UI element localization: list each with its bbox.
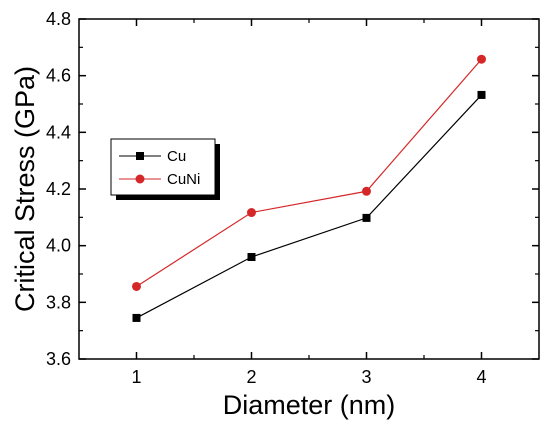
data-point-cu: [132, 313, 141, 322]
legend-marker-cu: [136, 152, 144, 160]
data-point-cuni: [362, 186, 371, 196]
legend: Cu CuNi: [110, 138, 220, 200]
x-tick-label: 1: [131, 367, 141, 387]
legend-item-cuni: CuNi: [119, 171, 200, 188]
x-tick-label: 4: [476, 367, 486, 387]
y-tick-label: 4.4: [46, 122, 71, 142]
y-tick-label: 3.8: [46, 292, 71, 312]
legend-item-cu: Cu: [119, 148, 186, 165]
y-tick-label: 4.0: [46, 236, 71, 256]
y-tick-label: 3.6: [46, 349, 71, 369]
series-lines: [136, 58, 482, 319]
y-axis-title: Critical Stress (GPa): [10, 66, 40, 312]
data-point-cuni: [247, 208, 256, 218]
y-tick-label: 4.8: [46, 9, 71, 29]
legend-marker-cuni: [135, 174, 145, 184]
data-point-cu: [477, 90, 486, 99]
legend-label-cu: Cu: [167, 148, 186, 165]
series-line-cuni: [136, 58, 482, 287]
axis-ticks: 1 2 3 4 3.6 3.8 4.0 4.2 4.4 4.6 4.8: [46, 9, 539, 387]
series-line-cu: [136, 94, 482, 319]
data-point-cuni: [132, 281, 141, 291]
y-tick-label: 4.2: [46, 179, 71, 199]
data-point-cuni: [477, 54, 486, 64]
series-markers: [132, 54, 486, 322]
x-tick-label: 2: [246, 367, 256, 387]
data-point-cu: [247, 253, 256, 261]
data-point-cu: [362, 213, 371, 222]
legend-box: [110, 138, 216, 196]
y-tick-label: 4.6: [46, 66, 71, 86]
x-axis-title: Diameter (nm): [223, 390, 396, 420]
legend-label-cuni: CuNi: [167, 171, 200, 188]
x-tick-label: 3: [361, 367, 371, 387]
